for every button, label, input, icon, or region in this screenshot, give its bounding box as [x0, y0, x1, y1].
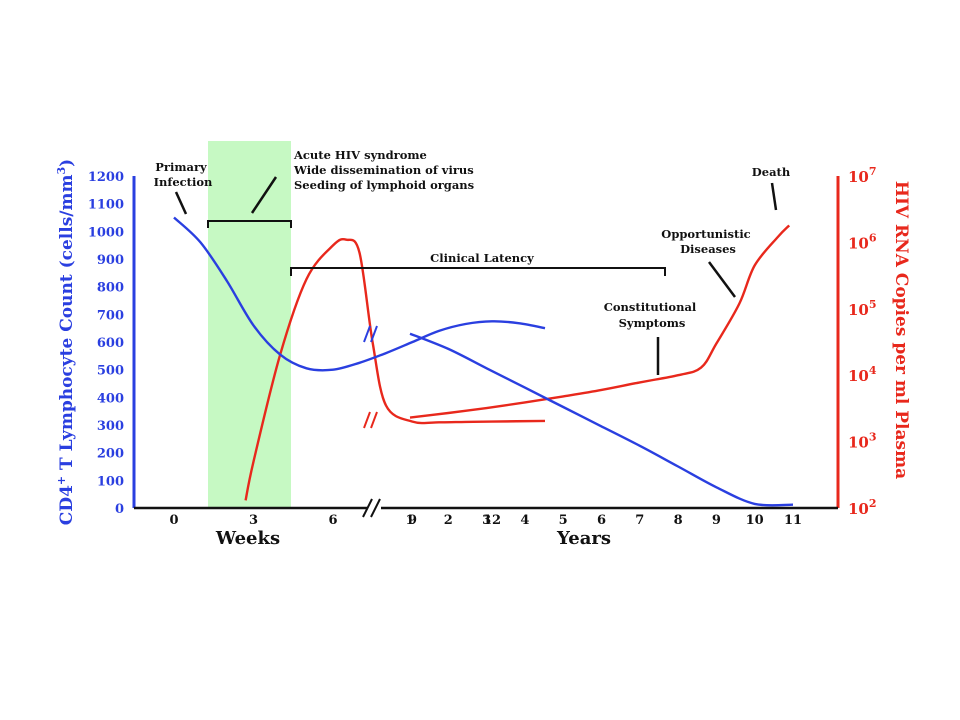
left-y-tick-label: 1100	[88, 198, 124, 213]
x-axis-years-label: Years	[556, 528, 611, 549]
x-axis-break-mark	[362, 498, 381, 518]
left-y-tick-label: 500	[97, 364, 124, 379]
right-y-tick-label: 102	[848, 497, 877, 518]
clinical-latency-bracket	[290, 267, 666, 276]
left-y-tick-labels: 0 100 200 300 400 500 600 700 800 900 1000 1100 1200	[88, 170, 124, 517]
death-label: Death	[752, 165, 791, 179]
x-tick-label-year: 5	[559, 513, 568, 528]
x-tick-label-year: 1	[405, 513, 414, 528]
constitutional-symptoms-label: Constitutional Symptoms	[604, 300, 701, 330]
left-y-tick-label: 200	[97, 447, 124, 462]
x-tick-label-year: 4	[520, 513, 529, 528]
left-y-tick-label: 800	[97, 281, 124, 296]
rna-line-break-mark	[363, 411, 378, 429]
left-y-axis-title: CD4+ T Lymphocyte Count (cells/mm3)	[55, 159, 77, 525]
acute-phase-band	[208, 141, 291, 508]
opportunistic-diseases-label: Opportunistic Diseases	[661, 227, 754, 256]
cd4-series-line-weeks	[173, 216, 546, 372]
x-tick-label-year: 9	[712, 513, 721, 528]
right-y-tick-label: 105	[848, 298, 877, 319]
x-tick-label-week: 3	[249, 513, 258, 528]
right-y-axis-title: HIV RNA Copies per ml Plasma	[891, 181, 911, 479]
right-y-tick-label: 104	[848, 364, 877, 385]
acute-bracket	[207, 220, 292, 228]
x-axis-weeks-label: Weeks	[215, 528, 280, 549]
x-tick-label-year: 6	[597, 513, 606, 528]
x-tick-label-year: 10	[746, 513, 764, 528]
primary-infection-label: Primary Infection	[154, 160, 213, 189]
x-tick-label-week: 0	[169, 513, 178, 528]
left-y-tick-label: 700	[97, 308, 124, 323]
opportunistic-pointer	[707, 261, 737, 298]
left-y-tick-label: 900	[97, 253, 124, 268]
acute-pointer	[250, 176, 278, 214]
x-tick-labels: 0 3 6 9 121 2 3 4 5 6 7 8 9 10 11	[169, 513, 802, 528]
death-pointer	[770, 182, 778, 211]
right-y-tick-label: 107	[848, 165, 877, 186]
acute-syndrome-label: Acute HIV syndrome Wide dissemination of…	[293, 148, 478, 192]
x-tick-label-year: 2	[444, 513, 453, 528]
x-tick-label-week: 12	[483, 513, 501, 528]
x-tick-label-year: 7	[635, 513, 644, 528]
left-y-tick-label: 100	[97, 474, 124, 489]
left-y-tick-label: 400	[97, 391, 124, 406]
x-tick-label-week: 9	[408, 513, 417, 528]
left-y-tick-label: 1000	[88, 225, 124, 240]
x-tick-label-year: 11	[784, 513, 802, 528]
rna-series-line-years	[409, 224, 791, 419]
clinical-latency-label: Clinical Latency	[430, 251, 534, 265]
right-y-tick-label: 106	[848, 231, 877, 252]
right-y-tick-label: 103	[848, 431, 877, 452]
x-tick-label-year: 3	[482, 513, 491, 528]
right-y-tick-labels: 102 103 104 105 106 107	[848, 165, 877, 518]
left-y-tick-label: 600	[97, 336, 124, 351]
cd4-line-break-mark	[363, 325, 378, 343]
x-tick-label-week: 6	[328, 513, 337, 528]
left-y-tick-label: 1200	[88, 170, 124, 185]
left-y-axis-title-sup: +	[55, 476, 68, 485]
cd4-series-line-years	[409, 332, 794, 507]
x-tick-label-year: 8	[674, 513, 683, 528]
left-y-tick-label: 300	[97, 419, 124, 434]
left-y-tick-label: 0	[115, 502, 124, 517]
primary-infection-pointer	[174, 191, 188, 215]
